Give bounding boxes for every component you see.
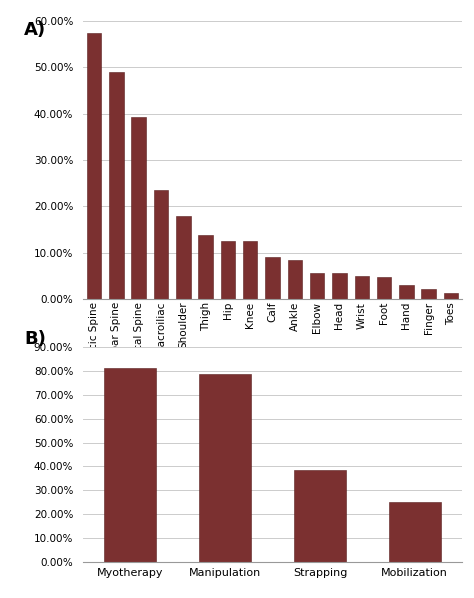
Bar — [104, 368, 156, 562]
Bar — [199, 374, 251, 562]
Bar — [310, 273, 324, 299]
Bar — [294, 470, 346, 562]
Bar — [332, 273, 346, 299]
Bar — [176, 215, 191, 299]
Bar — [243, 241, 257, 299]
Bar — [131, 117, 146, 299]
Text: A): A) — [24, 21, 46, 39]
Bar — [355, 276, 369, 299]
Bar — [399, 285, 414, 299]
Bar — [288, 260, 302, 299]
Bar — [377, 277, 392, 299]
Bar — [199, 235, 213, 299]
Bar — [421, 289, 436, 299]
Bar — [154, 190, 168, 299]
Bar — [265, 257, 280, 299]
Text: B): B) — [24, 329, 46, 347]
Bar — [444, 294, 458, 299]
Bar — [389, 502, 441, 562]
Bar — [221, 241, 235, 299]
Bar — [87, 32, 101, 299]
Bar — [109, 72, 124, 299]
